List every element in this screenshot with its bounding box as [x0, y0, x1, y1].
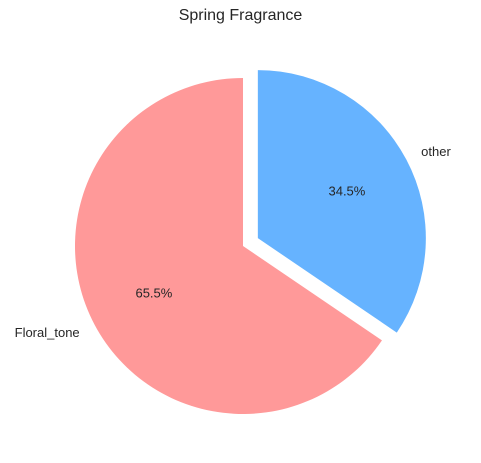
- pie-pct-label: 34.5%: [328, 183, 365, 198]
- pie-category-label: Floral_tone: [15, 325, 80, 340]
- pie-slice-floral-tone: [74, 78, 382, 414]
- pie-category-label: other: [421, 144, 451, 159]
- pie-slice-other: [257, 70, 426, 333]
- pie-pct-label: 65.5%: [135, 286, 172, 301]
- chart-title: Spring Fragrance: [178, 7, 303, 24]
